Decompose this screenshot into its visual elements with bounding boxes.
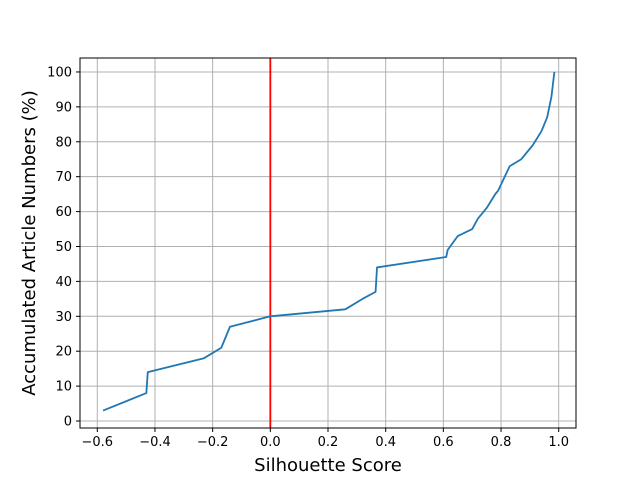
y-tick-label: 0 — [64, 415, 72, 430]
y-tick-label: 40 — [55, 275, 72, 290]
x-tick-label: 1.0 — [548, 435, 569, 450]
y-axis-title: Accumulated Article Numbers (%) — [19, 90, 40, 395]
y-axis: 0 10 20 30 40 50 60 70 80 90 100 — [47, 65, 80, 430]
y-tick-label: 90 — [55, 100, 72, 115]
y-tick-label: 30 — [55, 310, 72, 325]
y-tick-label: 50 — [55, 240, 72, 255]
x-tick-label: −0.4 — [139, 435, 171, 450]
x-tick-label: 0.6 — [433, 435, 454, 450]
x-axis-title: Silhouette Score — [254, 455, 402, 476]
x-tick-label: 0.4 — [375, 435, 396, 450]
y-tick-label: 10 — [55, 380, 72, 395]
x-tick-label: −0.6 — [82, 435, 114, 450]
x-tick-label: −0.2 — [197, 435, 229, 450]
grid — [80, 58, 576, 428]
y-tick-label: 70 — [55, 170, 72, 185]
x-tick-label: 0.0 — [260, 435, 281, 450]
x-axis: −0.6 −0.4 −0.2 0.0 0.2 0.4 0.6 0.8 1.0 — [82, 428, 569, 450]
y-tick-label: 60 — [55, 205, 72, 220]
y-tick-label: 100 — [47, 65, 72, 80]
y-tick-label: 80 — [55, 135, 72, 150]
x-tick-label: 0.8 — [491, 435, 512, 450]
y-tick-label: 20 — [55, 345, 72, 360]
x-tick-label: 0.2 — [318, 435, 339, 450]
series-group — [102, 71, 556, 412]
series-line — [102, 71, 556, 412]
